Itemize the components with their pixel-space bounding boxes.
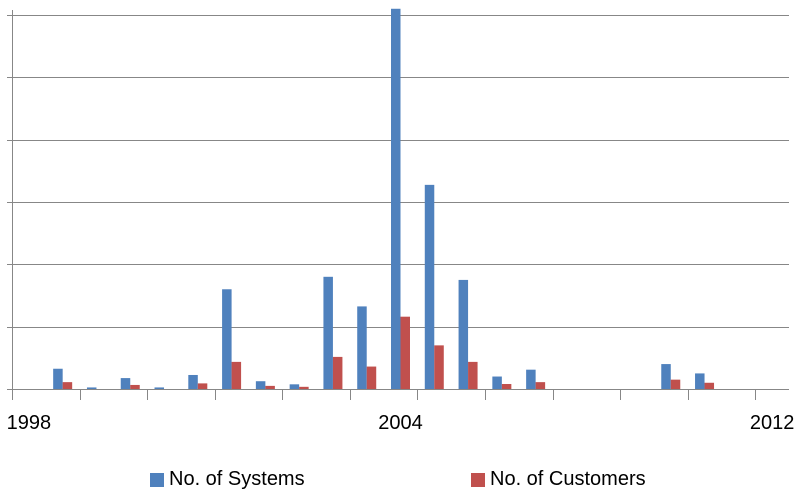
x-tick-label-1998: 1998 bbox=[7, 412, 52, 434]
bar-systems-7 bbox=[255, 381, 266, 389]
grouped-bar-chart: 1998 2004 2012 bbox=[7, 8, 795, 434]
bar-systems-12 bbox=[424, 184, 435, 389]
bar-systems-2 bbox=[86, 387, 97, 389]
bar-customers-10 bbox=[366, 366, 377, 389]
bar-customers-13 bbox=[468, 361, 478, 389]
axes bbox=[7, 10, 789, 400]
bar-customers-19 bbox=[670, 379, 681, 389]
bar-systems-6 bbox=[222, 289, 232, 389]
bar-customers-7 bbox=[265, 385, 275, 389]
bar-customers-1 bbox=[62, 382, 73, 389]
bar-systems-5 bbox=[188, 374, 198, 389]
bar-systems-15 bbox=[526, 369, 536, 389]
legend-swatch-customers bbox=[471, 472, 485, 487]
bar-systems-3 bbox=[120, 378, 131, 389]
bar-systems-13 bbox=[458, 279, 469, 389]
x-tick-label-2004: 2004 bbox=[378, 412, 423, 434]
bar-customers-8 bbox=[299, 386, 309, 389]
legend-label-systems: No. of Systems bbox=[169, 468, 305, 490]
bar-customers-12 bbox=[434, 345, 444, 389]
bar-systems-14 bbox=[492, 376, 502, 389]
bar-customers-3 bbox=[130, 384, 140, 389]
bar-systems-1 bbox=[53, 368, 63, 389]
legend-item-customers: No. of Customers bbox=[471, 468, 646, 491]
bar-systems-11 bbox=[391, 8, 401, 390]
bar-customers-20 bbox=[704, 382, 715, 389]
legend: No. of Systems No. of Customers bbox=[0, 468, 809, 493]
bar-customers-14 bbox=[501, 384, 512, 389]
bar-systems-4 bbox=[154, 387, 165, 389]
bar-customers-6 bbox=[231, 361, 242, 389]
tick-labels: 1998 2004 2012 bbox=[7, 412, 795, 434]
bar-systems-19 bbox=[661, 364, 671, 389]
legend-swatch-systems bbox=[150, 472, 164, 487]
legend-item-systems: No. of Systems bbox=[150, 468, 305, 491]
bar-customers-15 bbox=[535, 382, 546, 389]
bar-systems-20 bbox=[695, 373, 705, 389]
bars bbox=[53, 8, 715, 390]
bar-systems-9 bbox=[323, 276, 333, 389]
bar-customers-5 bbox=[197, 383, 208, 389]
bar-systems-8 bbox=[289, 384, 300, 389]
bar-customers-11 bbox=[400, 316, 410, 389]
legend-label-customers: No. of Customers bbox=[490, 468, 646, 490]
bar-customers-9 bbox=[332, 356, 343, 389]
x-tick-label-2012: 2012 bbox=[750, 412, 795, 434]
bar-systems-10 bbox=[357, 306, 367, 389]
